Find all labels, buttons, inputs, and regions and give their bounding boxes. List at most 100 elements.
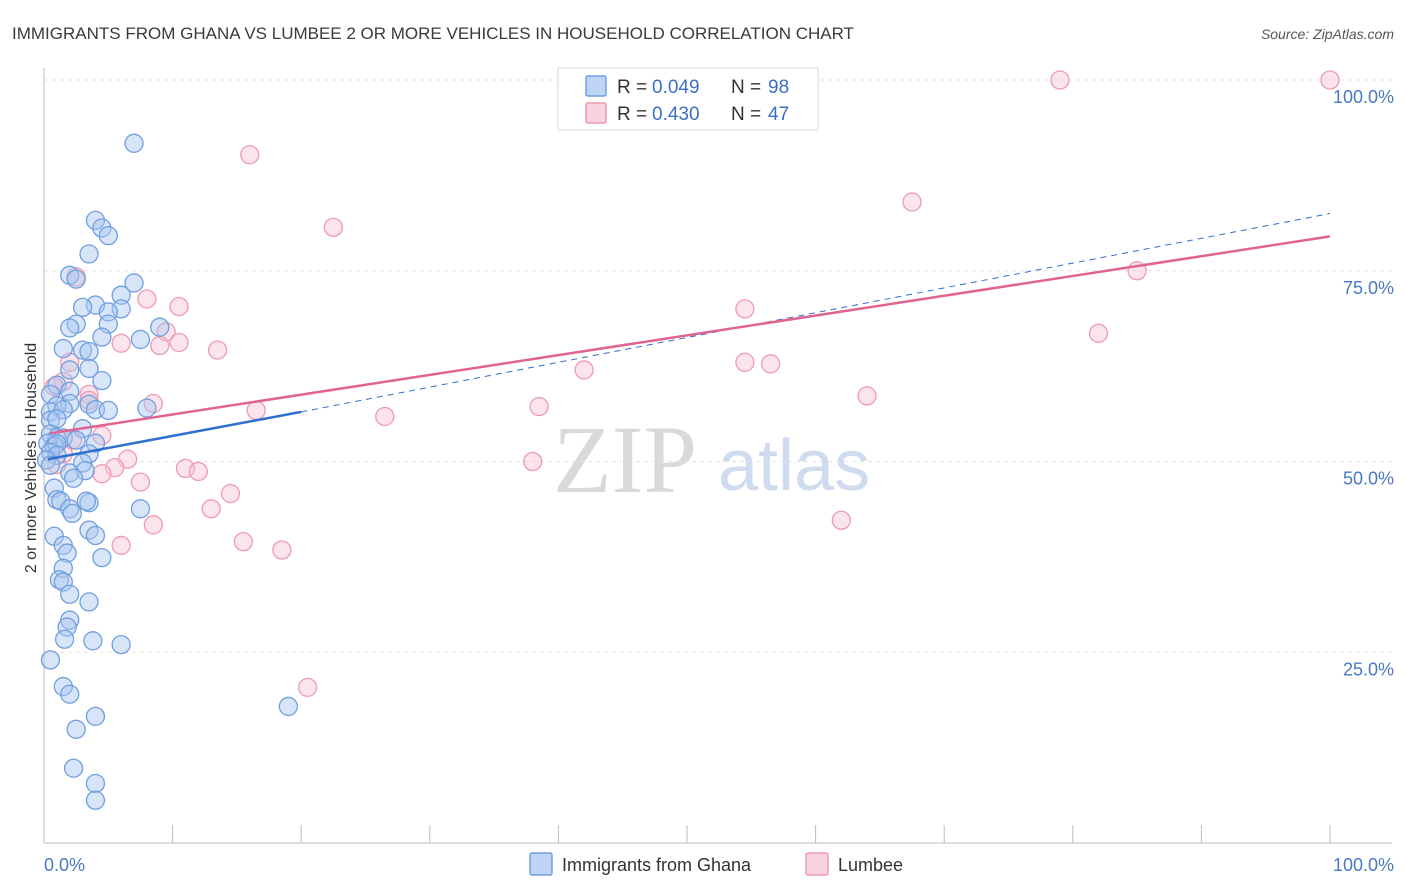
legend-r-value-lumbee: 0.430 [652,104,700,125]
point-lumbee-13 [169,332,189,353]
point-ghana-19 [53,338,73,359]
watermark-atlas: atlas [718,426,870,506]
point-lumbee-7 [137,289,157,309]
series-legend: Immigrants from Ghana Lumbee [529,852,903,876]
point-lumbee-28 [375,406,395,427]
point-lumbee-45 [111,535,131,556]
point-lumbee-41 [201,499,221,519]
point-lumbee-40 [220,483,241,504]
point-lumbee-8 [169,296,189,317]
point-ghana-85 [66,719,86,739]
point-lumbee-0 [1050,70,1070,90]
legend-n-value-ghana: 98 [768,77,789,98]
point-ghana-42 [66,430,86,450]
legend-r-label-ghana: R = [617,77,647,98]
y-axis-label: 2 or more Vehicles in Household [23,343,40,573]
point-lumbee-46 [272,540,292,560]
point-ghana-84 [85,706,106,726]
point-ghana-63 [130,499,151,519]
point-ghana-8 [111,285,131,305]
point-lumbee-15 [207,340,228,360]
point-ghana-3 [98,226,118,246]
point-ghana-60 [76,491,97,511]
point-lumbee-23 [857,386,877,406]
point-ghana-46 [85,433,106,453]
axes [43,68,1392,844]
point-ghana-62 [62,503,82,524]
point-ghana-14 [60,318,80,338]
legend-r-label-lumbee: R = [617,104,647,125]
point-lumbee-2 [240,145,260,165]
series-legend-swatch-ghana [529,852,553,876]
x-ticks [172,825,1331,843]
point-ghana-18 [130,329,151,350]
point-ghana-70 [53,558,73,578]
point-lumbee-36 [188,461,208,482]
y-tick-label-50: 50.0% [1343,469,1394,489]
y-tick-label-75: 75.0% [1343,278,1394,298]
point-ghana-17 [92,327,112,347]
trend-lines [47,213,1331,461]
point-ghana-53 [75,461,95,481]
point-ghana-80 [40,650,61,670]
point-ghana-22 [60,360,80,380]
point-lumbee-26 [529,396,549,417]
series-0-points [36,133,298,810]
point-lumbee-1 [1320,70,1340,90]
point-ghana-86 [63,758,84,778]
point-lumbee-4 [323,217,344,237]
point-ghana-88 [85,790,106,810]
point-ghana-74 [79,592,99,612]
point-ghana-65 [85,525,106,546]
chart-source: Source: ZipAtlas.com [1261,26,1394,42]
point-ghana-20 [72,340,93,360]
trend-line-lumbee [50,235,1331,435]
point-ghana-73 [60,584,80,604]
point-ghana-16 [150,317,170,337]
trend-line-ghana-extension [301,213,1331,413]
series-legend-label-ghana: Immigrants from Ghana [562,855,752,875]
series-legend-swatch-lumbee [805,852,829,876]
legend-n-value-lumbee: 47 [768,104,789,125]
chart-title: IMMIGRANTS FROM GHANA VS LUMBEE 2 OR MOR… [12,24,854,43]
point-ghana-52 [72,453,93,473]
point-ghana-6 [66,269,86,289]
trend-line-ghana [47,410,302,461]
point-ghana-7 [124,273,144,293]
point-lumbee-44 [233,531,253,552]
point-ghana-69 [92,547,112,568]
point-ghana-87 [85,773,106,794]
y-tick-labels: 25.0% 50.0% 75.0% 100.0% [1333,87,1394,679]
x-tick-label-max: 100.0% [1333,855,1394,875]
point-lumbee-9 [735,299,755,319]
point-ghana-77 [54,629,75,649]
point-ghana-51 [40,455,61,475]
point-ghana-36 [40,410,61,430]
point-lumbee-47 [297,677,318,697]
point-lumbee-43 [143,515,163,535]
point-ghana-34 [98,400,118,421]
point-lumbee-19 [574,360,594,380]
point-lumbee-14 [150,335,170,356]
point-ghana-2 [92,218,112,238]
point-ghana-76 [57,617,77,637]
point-lumbee-11 [1088,323,1109,343]
point-ghana-82 [60,684,80,704]
point-lumbee-33 [523,451,543,472]
point-ghana-24 [92,370,112,391]
y-tick-label-100: 100.0% [1333,87,1394,107]
legend-swatch-lumbee [585,102,607,124]
watermark-zip: ZIP [553,406,697,513]
point-lumbee-12 [111,333,131,353]
point-ghana-1 [85,210,106,231]
stats-legend: R = 0.049 N = 98 R = 0.430 N = 47 [557,67,819,131]
point-ghana-72 [53,572,73,592]
legend-n-label-lumbee: N = [731,104,761,125]
point-lumbee-38 [92,464,112,484]
point-ghana-35 [137,398,157,418]
point-ghana-10 [72,297,93,318]
data-points [36,70,1340,810]
series-legend-label-lumbee: Lumbee [838,855,903,875]
